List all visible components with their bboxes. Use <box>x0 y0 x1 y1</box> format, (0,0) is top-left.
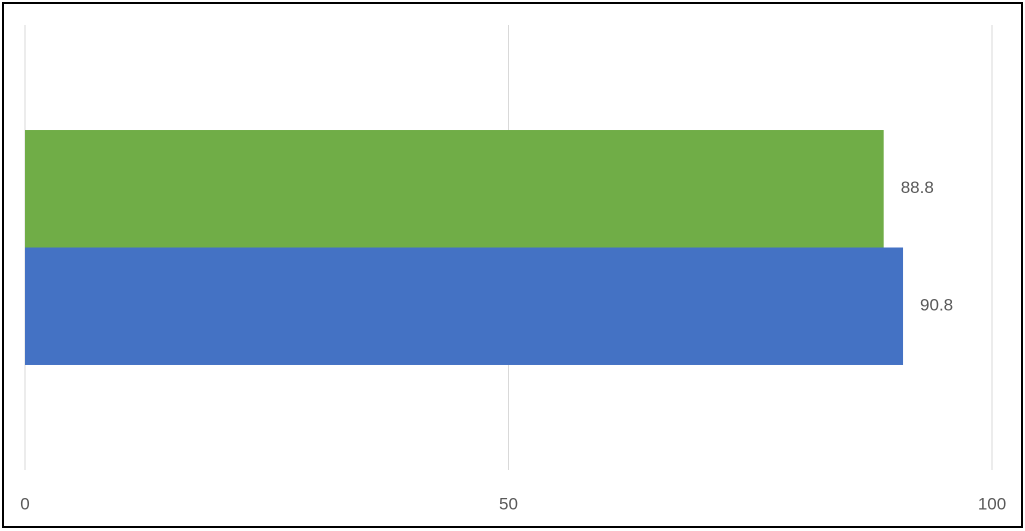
data-label: 90.8 <box>920 296 953 315</box>
bar <box>25 130 884 248</box>
x-tick-label: 100 <box>978 494 1006 513</box>
x-tick-label: 0 <box>20 494 29 513</box>
x-tick-label: 50 <box>499 494 518 513</box>
data-label: 88.8 <box>901 178 934 197</box>
bar <box>25 247 904 365</box>
